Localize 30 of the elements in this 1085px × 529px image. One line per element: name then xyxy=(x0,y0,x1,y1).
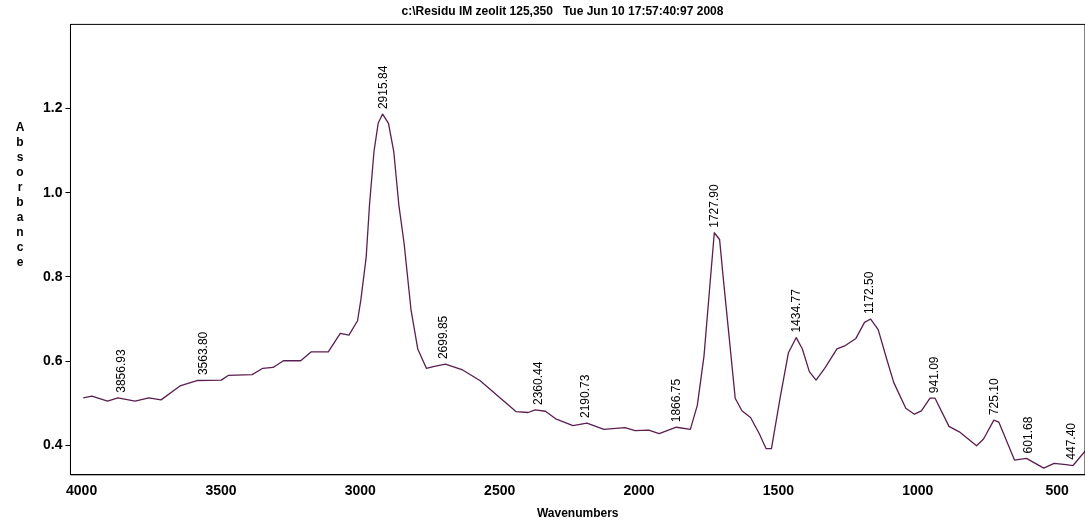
x-tick-label: 2000 xyxy=(623,482,655,499)
y-tick-label: 0.4 xyxy=(42,436,63,453)
x-tick-label: 2500 xyxy=(484,482,516,499)
y-tick-label: 0.8 xyxy=(42,267,63,284)
x-axis-title: Wavenumbers xyxy=(536,506,619,521)
annotation: 2699.85 xyxy=(436,315,451,360)
x-tick-label: 1500 xyxy=(762,482,795,499)
annotation: 3856.93 xyxy=(113,349,128,393)
annotation: 2915.84 xyxy=(376,65,391,110)
chart-title: c:\Residu IM zeolit 125,350 Tue Jun 10 17:57:40:97 2008 xyxy=(401,3,724,18)
text: Absorbance xyxy=(15,120,25,269)
y-tick-label: 0.6 xyxy=(42,352,63,369)
annotation: 1866.75 xyxy=(668,378,683,423)
annotation: 1172.50 xyxy=(862,271,876,315)
y-tick-label: 1.0 xyxy=(42,183,63,200)
annotation: 2360.44 xyxy=(530,361,545,405)
annotation: 725.10 xyxy=(986,378,1001,416)
x-tick-label: 4000 xyxy=(66,482,98,499)
annotation: 601.68 xyxy=(1021,416,1036,454)
annotation: 3563.80 xyxy=(195,331,210,376)
annotation: 1434.77 xyxy=(788,288,803,333)
y-tick-label: 1.2 xyxy=(42,99,63,116)
x-tick-label: 3500 xyxy=(205,482,237,499)
annotation: 1727.90 xyxy=(707,184,722,228)
x-tick-label: 3000 xyxy=(344,482,377,499)
annotation: 2190.73 xyxy=(578,374,593,419)
x-tick-label: 500 xyxy=(1045,482,1070,499)
x-tick-label: 1000 xyxy=(902,482,934,499)
annotation: 447.40 xyxy=(1064,422,1079,460)
annotation: 941.09 xyxy=(926,356,941,394)
